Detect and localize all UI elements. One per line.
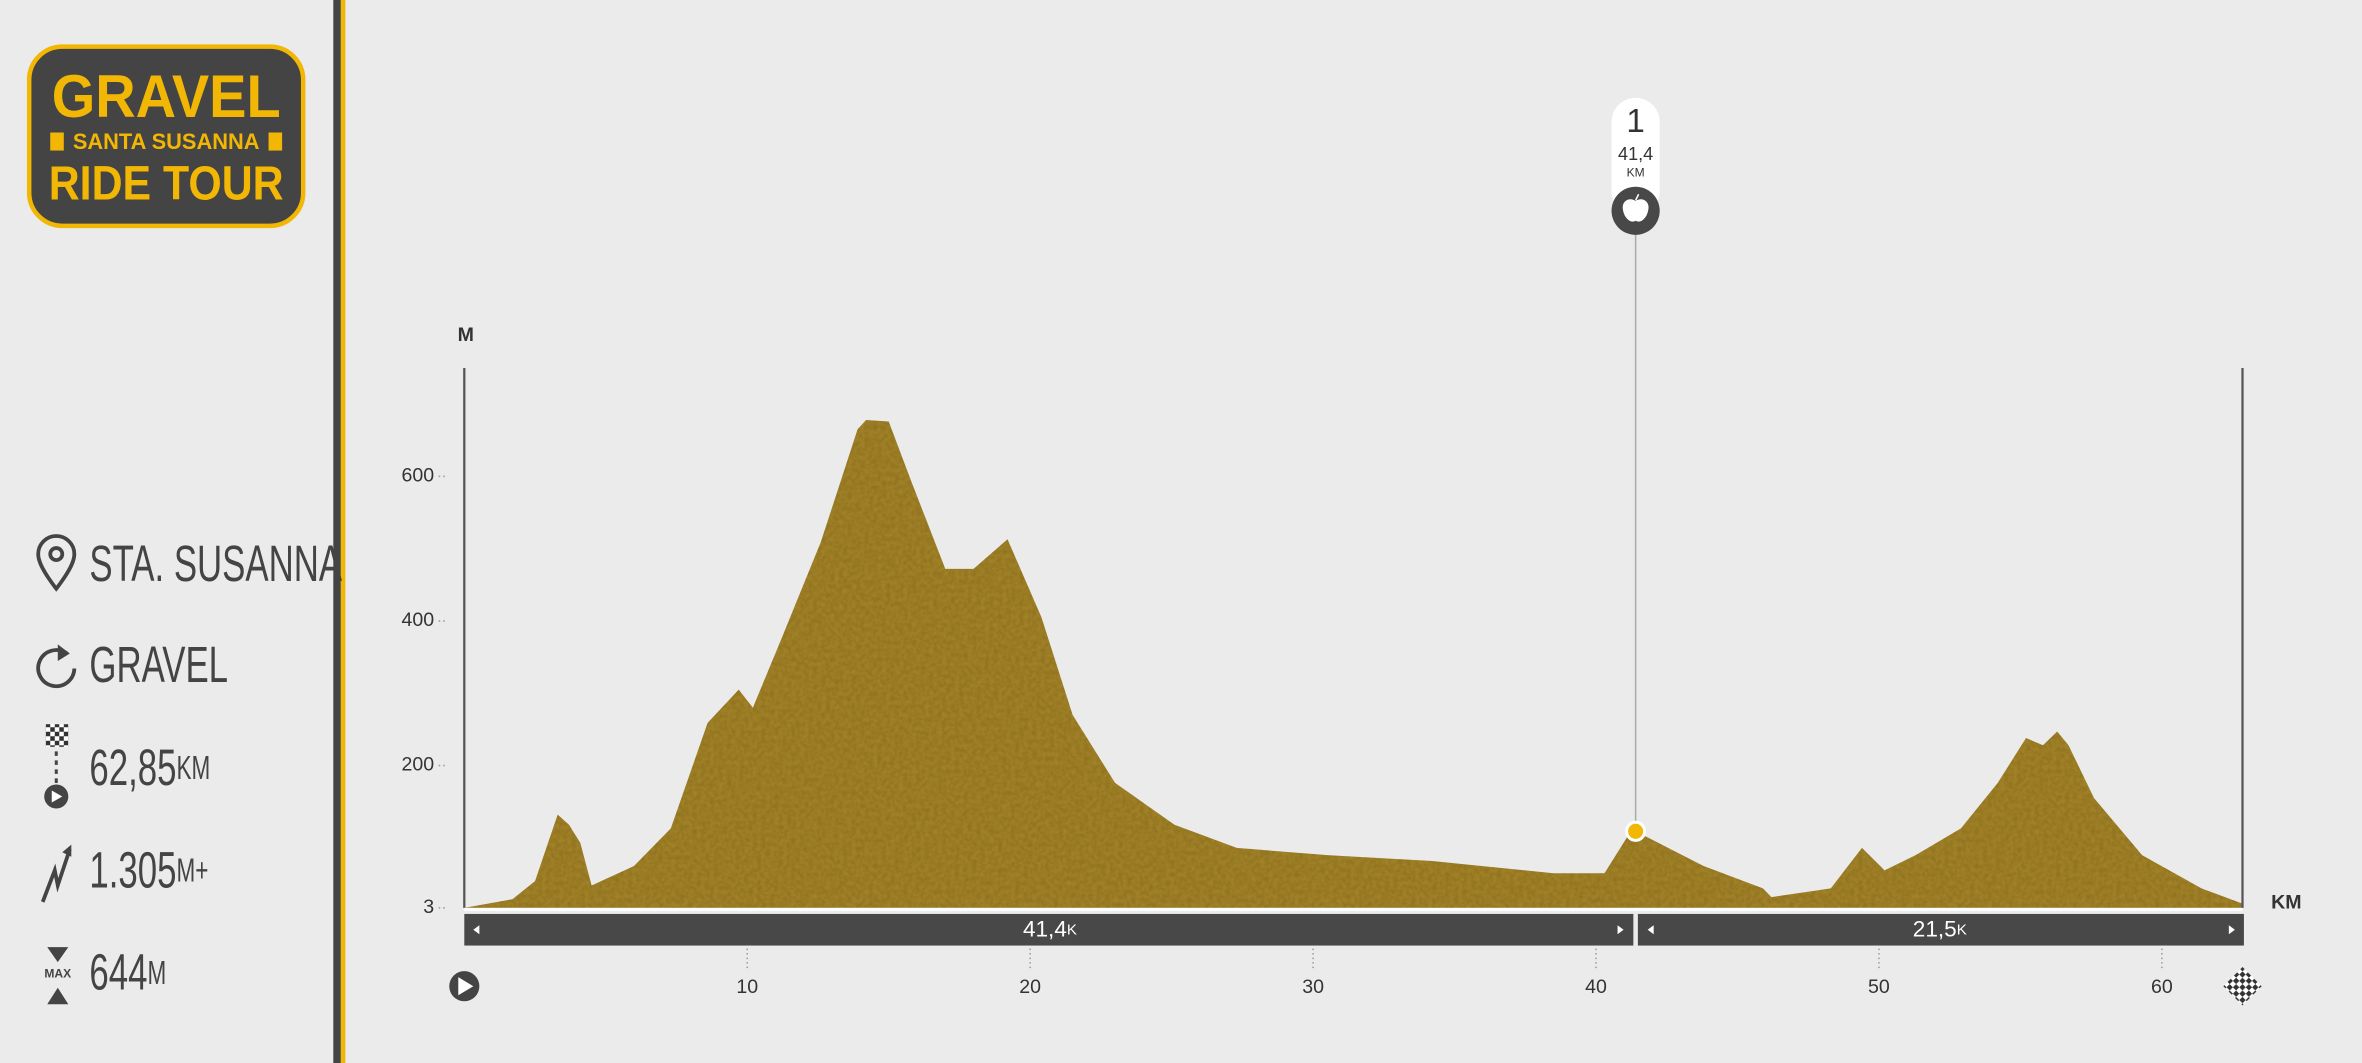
segment-unit: K [1067,921,1077,938]
max-unit: M [147,955,166,992]
y-axis-label: M [458,324,474,346]
stat-location: STA. SUSANNA [36,534,343,593]
distance-value: 62,85 [89,739,176,796]
segment-label: 21,5K [1913,916,1967,941]
stat-text: 1.305M+ [89,841,208,898]
segment-unit: K [1957,921,1967,938]
divider-accent [340,0,346,1063]
waypoint-dot [1625,820,1647,842]
logo-line1: GRAVEL [52,62,281,130]
gain-value: 1.305 [89,841,176,898]
loop-icon [36,648,77,689]
waypoint-pill [1611,97,1660,216]
max-value: 644 [89,944,147,1001]
elevation-area [464,420,2243,908]
max-icon [47,987,69,1005]
y-tick-label: 600 [402,465,435,487]
stat-gain: 1.305M+ [40,841,208,903]
apple-icon [1622,193,1649,222]
logo: GRAVEL SANTA SUSANNA RIDE TOUR [26,44,306,229]
gain-icon [40,848,72,903]
stat-distance: 62,85KM [44,724,210,809]
pin-icon [36,534,77,592]
location: STA. SUSANNA [89,536,342,593]
x-tick-label: 20 [1019,976,1041,998]
stat-type: GRAVEL [36,636,228,694]
waypoint-number: 1 [1626,103,1644,140]
segment-bar [1637,913,2244,946]
stat-text: STA. SUSANNA [89,536,342,593]
max-icon-text: MAX [44,966,71,980]
logo-badge [26,44,306,229]
y-tick-label: 400 [402,609,435,631]
stat-max: MAX 644M [44,944,166,1005]
start-icon [51,790,63,803]
elevation-gain: 1.305M+ [89,841,208,898]
stat-text: 644M [89,944,166,1001]
stat-text: GRAVEL [89,636,228,693]
max-icon [47,947,69,963]
route-type: GRAVEL [89,636,228,693]
distance: 62,85KM [89,739,210,796]
segment-arrow [1617,925,1624,935]
x-tick-label: 50 [1868,976,1890,998]
start-icon [458,977,474,996]
distance-unit: KM [176,750,210,787]
gain-icon [62,844,72,857]
segment-length: 41,4 [1023,916,1067,941]
segment-arrow [1647,925,1654,935]
y-tick-label: 200 [402,754,435,776]
waypoint-km: 41,4 [1618,144,1653,164]
segment-arrow [2228,925,2235,935]
y-tick-label: 3 [423,896,434,918]
x-tick-label: 30 [1302,976,1324,998]
max-elevation: 644M [89,944,166,1001]
x-tick-label: 10 [736,976,758,998]
logo-line2: SANTA SUSANNA [73,129,260,154]
x-tick-label: 40 [1585,976,1607,998]
waypoint-unit: KM [1627,165,1645,179]
logo-line3: RIDE TOUR [49,156,284,210]
logo-mark [268,132,283,151]
pin-icon [48,546,65,562]
segment-label: 41,4K [1023,916,1077,941]
gain-unit: M+ [176,853,208,890]
stat-text: 62,85KM [89,739,210,796]
finish-icon [45,724,69,747]
loop-icon [57,644,70,661]
divider [333,0,341,1063]
segment-arrow [473,925,480,935]
x-tick-label: 60 [2151,976,2173,998]
logo-mark [50,132,64,151]
x-axis-label: KM [2271,892,2301,914]
segment-length: 21,5 [1913,916,1957,941]
segment-bar [464,913,1634,946]
